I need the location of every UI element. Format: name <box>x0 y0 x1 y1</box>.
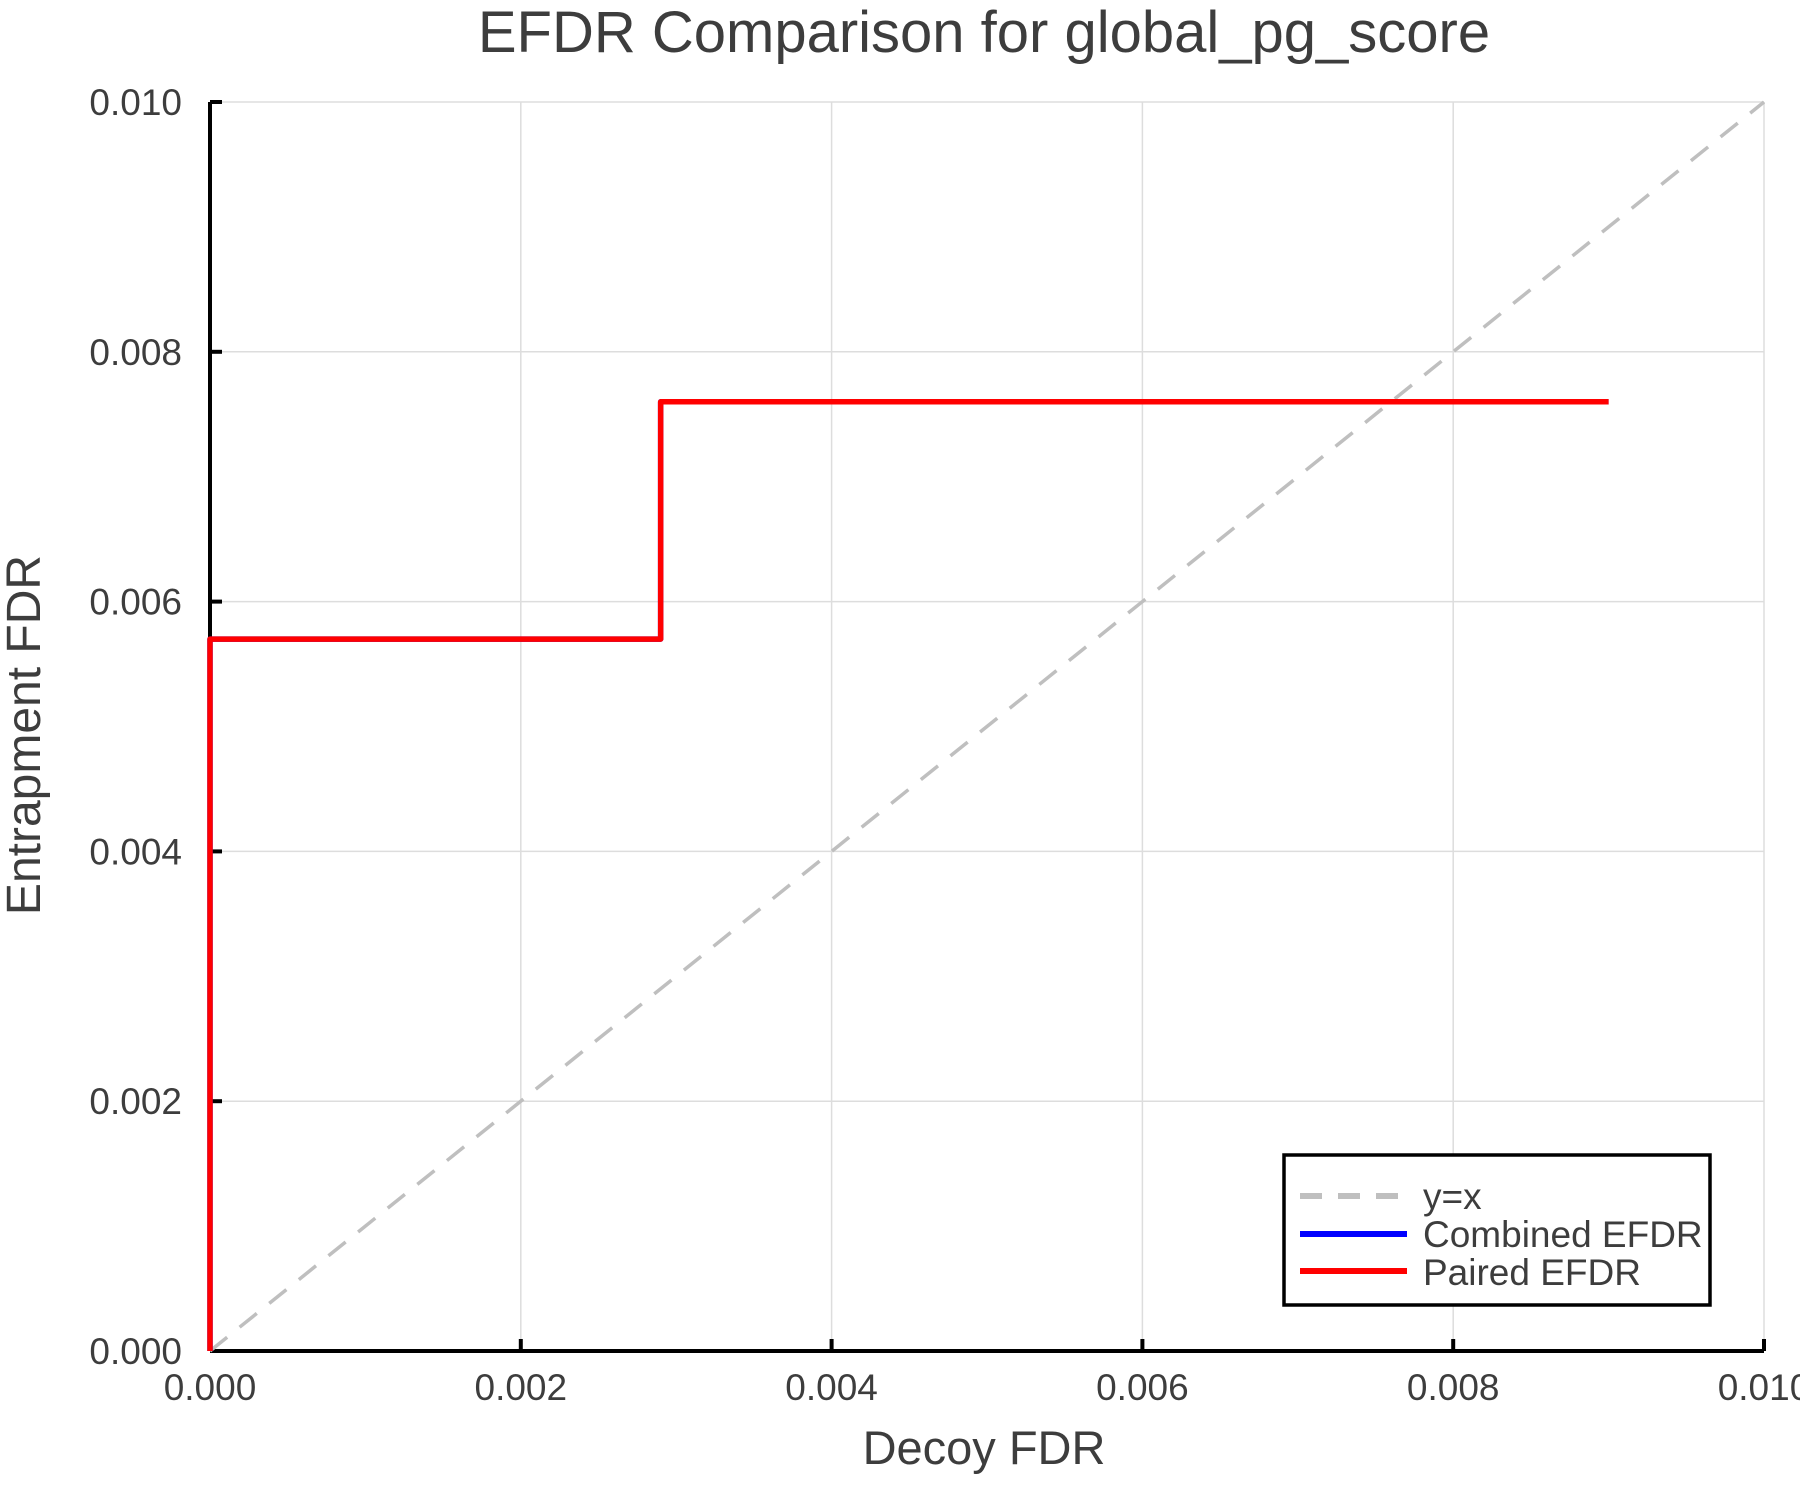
svg-text:y=x: y=x <box>1423 1176 1482 1217</box>
svg-text:0.006: 0.006 <box>1096 1367 1189 1408</box>
svg-text:Combined EFDR: Combined EFDR <box>1423 1214 1703 1255</box>
svg-text:Decoy FDR: Decoy FDR <box>863 1421 1106 1474</box>
svg-text:0.004: 0.004 <box>785 1367 878 1408</box>
svg-text:Entrapment FDR: Entrapment FDR <box>0 555 51 915</box>
svg-text:0.002: 0.002 <box>89 1081 182 1122</box>
svg-text:0.008: 0.008 <box>89 332 182 373</box>
svg-text:0.008: 0.008 <box>1407 1367 1500 1408</box>
svg-text:EFDR Comparison for global_pg_: EFDR Comparison for global_pg_score <box>478 0 1490 65</box>
svg-text:Paired EFDR: Paired EFDR <box>1423 1252 1641 1293</box>
svg-text:0.004: 0.004 <box>89 831 182 872</box>
svg-text:0.010: 0.010 <box>89 82 182 123</box>
svg-text:0.002: 0.002 <box>475 1367 568 1408</box>
svg-text:0.006: 0.006 <box>89 582 182 623</box>
svg-text:0.000: 0.000 <box>89 1331 182 1372</box>
svg-text:0.010: 0.010 <box>1718 1367 1800 1408</box>
svg-text:0.000: 0.000 <box>164 1367 257 1408</box>
